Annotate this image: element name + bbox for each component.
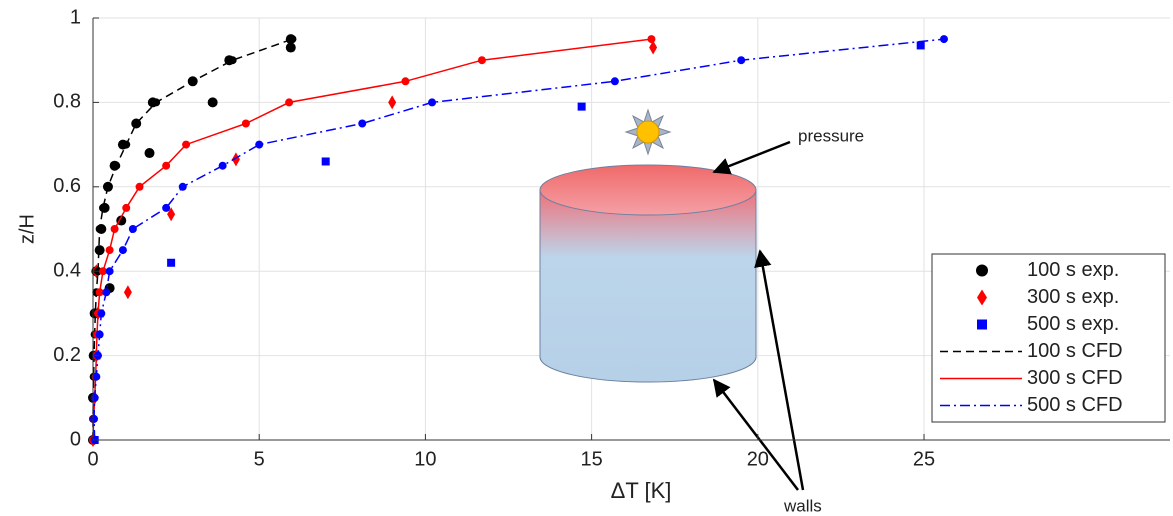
line-vertex — [288, 35, 297, 44]
line-vertex — [112, 161, 121, 170]
y-tick-label: 0.2 — [53, 344, 81, 366]
x-tick-label: 0 — [87, 448, 98, 470]
annotation: walls — [783, 496, 822, 515]
line-vertex — [128, 225, 137, 233]
line-vertex — [188, 77, 197, 86]
line-vertex — [228, 56, 237, 65]
line-vertex — [103, 182, 112, 191]
data-point — [231, 152, 240, 167]
line-vertex — [132, 119, 141, 128]
line-vertex — [110, 225, 119, 233]
x-tick-label: 5 — [254, 448, 265, 470]
data-point — [116, 215, 127, 226]
line-vertex — [218, 161, 227, 170]
line-vertex — [98, 203, 107, 212]
legend-label: 500 s exp. — [1027, 313, 1119, 335]
line-vertex — [182, 140, 191, 149]
line-vertex — [255, 140, 264, 149]
y-axis-label: z/H — [16, 214, 38, 244]
y-tick-label: 0.4 — [53, 259, 81, 281]
line-vertex — [152, 98, 161, 107]
line-vertex — [95, 225, 104, 233]
line-vertex — [105, 246, 114, 255]
line-vertex — [95, 288, 104, 297]
data-point — [388, 95, 397, 110]
legend: 100 s exp. 300 s exp. 500 s exp. 100 s CFD 3… — [931, 253, 1166, 423]
line-vertex — [105, 267, 114, 276]
legend-swatch — [977, 289, 987, 306]
line-vertex — [647, 35, 656, 44]
data-point — [321, 157, 330, 166]
data-point — [285, 42, 296, 53]
y-tick-label: 0.8 — [53, 91, 81, 113]
line-vertex — [95, 330, 104, 339]
line-vertex — [241, 119, 250, 128]
series-line — [93, 38, 945, 441]
legend-swatch — [977, 319, 987, 330]
x-tick-label: 25 — [913, 448, 935, 470]
x-axis-label: ΔT [K] — [611, 478, 672, 503]
x-tick-label: 15 — [580, 448, 602, 470]
data-point — [167, 258, 176, 267]
legend-swatch — [976, 264, 988, 277]
line-vertex — [102, 288, 111, 297]
line-vertex — [939, 35, 948, 44]
legend-label: 100 s CFD — [1027, 340, 1123, 362]
legend-box — [931, 253, 1166, 423]
illustration: pressure walls — [539, 108, 864, 515]
line-vertex — [610, 77, 619, 86]
data-point — [167, 207, 176, 222]
data-point — [94, 245, 105, 256]
line-vertex — [358, 119, 367, 128]
line-vertex — [285, 98, 294, 107]
line-vertex — [89, 414, 98, 423]
line-vertex — [428, 98, 437, 107]
y-tick-label: 1 — [70, 6, 81, 28]
line-vertex — [178, 182, 187, 191]
y-tick-label: 0.6 — [53, 175, 81, 197]
line-vertex — [122, 140, 131, 149]
line-vertex — [98, 267, 107, 276]
data-point — [649, 40, 658, 55]
line-vertex — [162, 203, 171, 212]
legend-label: 300 s exp. — [1027, 286, 1119, 308]
data-point — [144, 148, 155, 159]
legend-label: 100 s exp. — [1027, 259, 1119, 281]
legend-label: 300 s CFD — [1027, 367, 1123, 389]
series-line — [92, 38, 293, 440]
y-tick-label: 0 — [70, 428, 81, 450]
data-point — [577, 102, 586, 111]
x-tick-label: 10 — [414, 448, 436, 470]
data-point — [123, 285, 132, 300]
data-point — [207, 97, 218, 108]
data-point — [916, 41, 925, 50]
line-vertex — [118, 246, 127, 255]
grid — [92, 17, 1170, 441]
line-vertex — [90, 393, 99, 402]
line-vertex — [122, 203, 131, 212]
x-tick-label: 20 — [747, 448, 769, 470]
line-vertex — [92, 372, 101, 381]
legend-label: 500 s CFD — [1027, 394, 1123, 416]
line-vertex — [401, 77, 410, 86]
line-vertex — [737, 56, 746, 65]
line-vertex — [477, 56, 486, 65]
plot-area — [88, 34, 948, 447]
line-vertex — [135, 182, 144, 191]
line-vertex — [97, 309, 106, 318]
line-vertex — [162, 161, 171, 170]
annotation: pressure — [798, 126, 864, 145]
